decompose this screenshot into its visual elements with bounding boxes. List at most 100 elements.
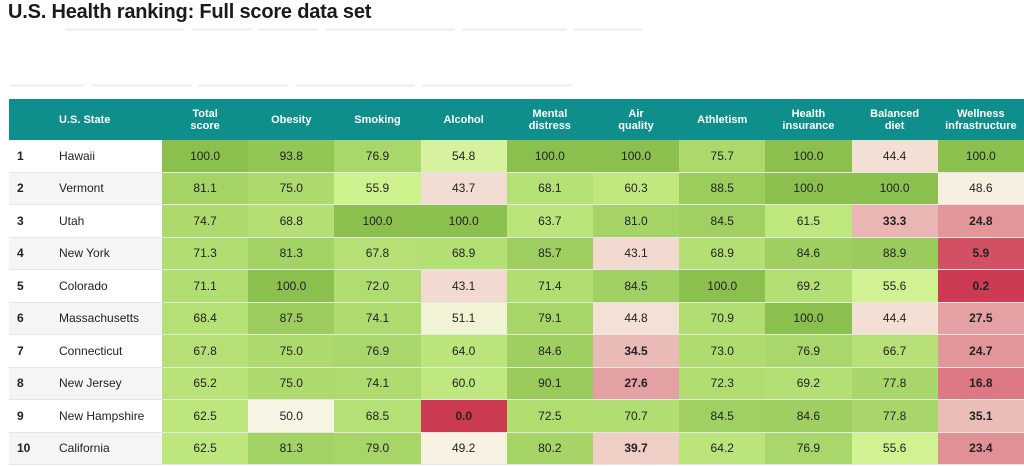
score-cell-total: 68.4 [162, 302, 249, 335]
score-cell-air: 60.3 [592, 172, 680, 205]
state-cell: California [47, 432, 162, 465]
rank-cell: 2 [9, 172, 47, 205]
score-cell-athletism: 68.9 [679, 237, 766, 270]
column-header-diet[interactable]: Balanced diet [851, 99, 938, 140]
score-cell-alcohol: 64.0 [420, 334, 507, 368]
table-row[interactable]: 7 Connecticut 67.8 75.0 76.9 64.0 84.6 34.5 73.0… [9, 334, 1024, 368]
table-row[interactable]: 8 New Jersey 65.2 75.0 74.1 60.0 90.1 27.6 72.3 6… [9, 367, 1024, 400]
state-cell: Hawaii [47, 140, 162, 173]
placeholder-bar [92, 84, 192, 87]
placeholder-bar [295, 84, 415, 87]
score-cell-diet: 55.6 [851, 432, 938, 465]
table-row[interactable]: 2 Vermont 81.1 75.0 55.9 43.7 68.1 60.3 88.5 100.… [9, 172, 1024, 205]
table-row[interactable]: 3 Utah 74.7 68.8 100.0 100.0 63.7 81.0 84.5 61.5 3… [9, 204, 1024, 238]
score-cell-obesity: 75.0 [248, 334, 335, 368]
state-cell: Utah [47, 204, 162, 238]
state-cell: New York [47, 237, 162, 270]
score-cell-obesity: 100.0 [248, 269, 335, 303]
score-cell-total: 74.7 [162, 204, 249, 238]
score-cell-total: 65.2 [162, 367, 249, 400]
score-cell-diet: 44.4 [851, 302, 938, 335]
column-header-total[interactable]: Total score [162, 99, 249, 140]
column-header-athletism[interactable]: Athletism [679, 99, 766, 140]
score-cell-alcohol: 54.8 [420, 140, 507, 173]
score-cell-alcohol: 43.1 [420, 269, 507, 303]
score-cell-total: 71.3 [162, 237, 249, 270]
table-row[interactable]: 10 California 62.5 81.3 79.0 49.2 80.2 39.7 64.2… [9, 432, 1024, 465]
table-row[interactable]: 5 Colorado 71.1 100.0 72.0 43.1 71.4 84.5 100.0 6… [9, 269, 1024, 303]
score-cell-insurance: 100.0 [765, 172, 852, 205]
placeholder-bar [258, 28, 318, 31]
score-cell-obesity: 50.0 [248, 399, 335, 433]
score-cell-smoking: 74.1 [334, 302, 421, 335]
score-cell-smoking: 72.0 [334, 269, 421, 303]
score-cell-diet: 77.8 [851, 367, 938, 400]
health-ranking-table: U.S. State Total score Obesity Smoking Alcoh… [9, 99, 1024, 465]
score-cell-athletism: 88.5 [679, 172, 766, 205]
rank-cell: 1 [9, 140, 47, 173]
score-cell-insurance: 100.0 [765, 140, 852, 173]
score-cell-air: 27.6 [592, 367, 680, 400]
score-cell-athletism: 73.0 [679, 334, 766, 368]
score-cell-air: 84.5 [592, 269, 680, 303]
state-cell: Vermont [47, 172, 162, 205]
score-cell-insurance: 100.0 [765, 302, 852, 335]
table-row[interactable]: 6 Massachusetts 68.4 87.5 74.1 51.1 79.1 44.8 70… [9, 302, 1024, 335]
score-cell-insurance: 84.6 [765, 399, 852, 433]
state-cell: Massachusetts [47, 302, 162, 335]
score-cell-smoking: 100.0 [334, 204, 421, 238]
score-cell-wellness: 23.4 [937, 432, 1024, 465]
score-cell-air: 100.0 [592, 140, 680, 173]
table-row[interactable]: 1 Hawaii 100.0 93.8 76.9 54.8 100.0 100.0 75.7 10… [9, 140, 1024, 173]
column-header-alcohol[interactable]: Alcohol [420, 99, 507, 140]
score-cell-diet: 77.8 [851, 399, 938, 433]
placeholder-bar [198, 84, 288, 87]
column-header-smoking[interactable]: Smoking [334, 99, 421, 140]
score-cell-air: 70.7 [592, 399, 680, 433]
score-cell-alcohol: 51.1 [420, 302, 507, 335]
score-cell-wellness: 5.9 [937, 237, 1024, 270]
score-cell-smoking: 55.9 [334, 172, 421, 205]
score-cell-athletism: 70.9 [679, 302, 766, 335]
score-cell-athletism: 84.5 [679, 204, 766, 238]
rank-cell: 5 [9, 269, 47, 303]
column-header-obesity[interactable]: Obesity [248, 99, 335, 140]
score-cell-wellness: 24.7 [937, 334, 1024, 368]
column-header-mental[interactable]: Mental distress [506, 99, 593, 140]
score-cell-diet: 55.6 [851, 269, 938, 303]
column-header-insurance[interactable]: Health insurance [765, 99, 852, 140]
score-cell-mental: 79.1 [506, 302, 593, 335]
column-header-air[interactable]: Air quality [592, 99, 680, 140]
column-header-state[interactable]: U.S. State [47, 99, 162, 140]
score-cell-obesity: 68.8 [248, 204, 335, 238]
score-cell-diet: 88.9 [851, 237, 938, 270]
placeholder-bar [422, 84, 572, 87]
state-cell: Connecticut [47, 334, 162, 368]
placeholder-bar [325, 28, 455, 31]
score-cell-total: 62.5 [162, 399, 249, 433]
score-cell-smoking: 74.1 [334, 367, 421, 400]
rank-cell: 10 [9, 432, 47, 465]
score-cell-mental: 90.1 [506, 367, 593, 400]
state-cell: New Jersey [47, 367, 162, 400]
score-cell-mental: 68.1 [506, 172, 593, 205]
score-cell-smoking: 68.5 [334, 399, 421, 433]
score-cell-total: 67.8 [162, 334, 249, 368]
score-cell-wellness: 0.2 [937, 269, 1024, 303]
score-cell-insurance: 69.2 [765, 367, 852, 400]
table-row[interactable]: 9 New Hampshire 62.5 50.0 68.5 0.0 72.5 70.7 84.… [9, 399, 1024, 433]
placeholder-bar [573, 28, 643, 31]
score-cell-insurance: 76.9 [765, 334, 852, 368]
table-row[interactable]: 4 New York 71.3 81.3 67.8 68.9 85.7 43.1 68.9 84.… [9, 237, 1024, 270]
score-cell-alcohol: 43.7 [420, 172, 507, 205]
score-cell-obesity: 81.3 [248, 237, 335, 270]
state-cell: Colorado [47, 269, 162, 303]
score-cell-alcohol: 0.0 [420, 399, 507, 433]
score-cell-mental: 100.0 [506, 140, 593, 173]
column-header-wellness[interactable]: Wellness infrastructure [937, 99, 1024, 140]
score-cell-wellness: 27.5 [937, 302, 1024, 335]
score-cell-obesity: 81.3 [248, 432, 335, 465]
rank-cell: 9 [9, 399, 47, 433]
column-header-rank[interactable] [9, 99, 47, 140]
score-cell-mental: 72.5 [506, 399, 593, 433]
